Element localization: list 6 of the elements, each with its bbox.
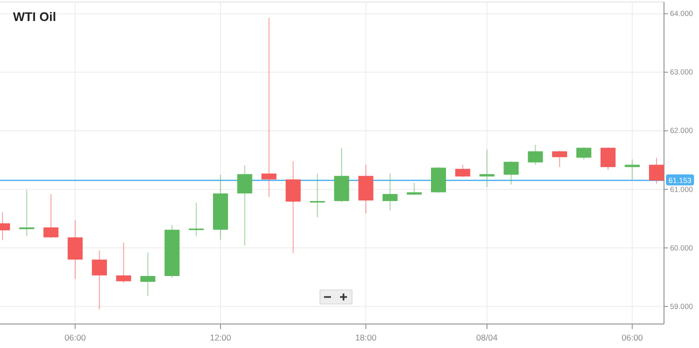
text: WTI Oil [13, 10, 56, 24]
x-tick-label: 06:00 [622, 332, 644, 342]
x-tick-label: 08/04 [476, 332, 498, 342]
x-tick-label: 18:00 [355, 332, 377, 342]
x-tick-label: 06:00 [64, 332, 86, 342]
x-tick-label: 12:00 [210, 332, 232, 342]
